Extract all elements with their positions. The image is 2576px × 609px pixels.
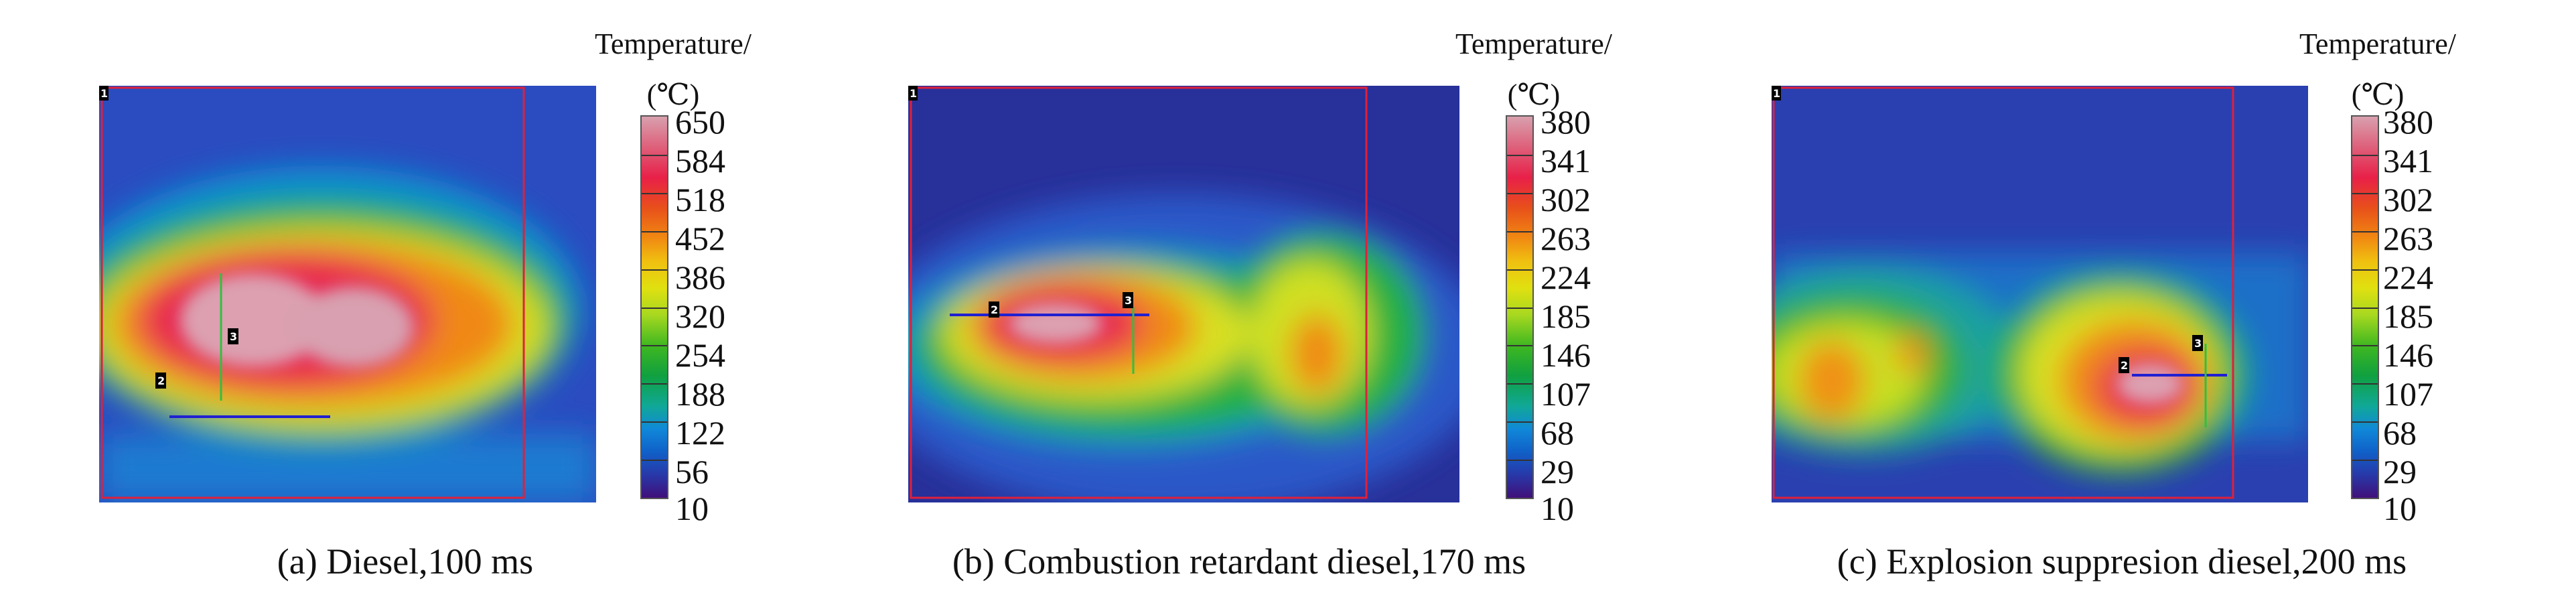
tick: 188 [675, 375, 725, 413]
caption-b: (b) Combustion retardant diesel,170 ms [952, 541, 1526, 582]
tick: 224 [2383, 259, 2433, 297]
marker-2: 2 [157, 375, 165, 387]
colorbar-divider [2352, 192, 2378, 194]
tick: 341 [1541, 142, 1591, 180]
colorbar-title-b: Temperature/ (℃) [1455, 27, 1612, 111]
tick: 263 [2383, 220, 2433, 258]
tick: 320 [675, 297, 725, 336]
tick: 386 [675, 259, 725, 297]
colorbar-b [1506, 115, 1534, 499]
tick: 146 [2383, 336, 2433, 375]
tick: 302 [1541, 181, 1591, 219]
colorbar-divider [1507, 230, 1532, 232]
panel-b: 1 2 3 Temperature/ (℃) 380 341 302 263 2… [908, 27, 1612, 582]
panel-a: 1 2 3 Temperature/ (℃) 650 584 518 452 3… [0, 0, 871, 609]
tick: 10 [1541, 489, 1574, 527]
thermal-image-c: 1 2 3 [1772, 86, 2308, 502]
colorbar-divider [2352, 269, 2378, 271]
tick: 68 [1541, 414, 1574, 452]
marker-1: 1 [100, 87, 108, 100]
tick: 10 [675, 489, 709, 527]
tick: 302 [2383, 181, 2433, 219]
colorbar-divider [2352, 307, 2378, 309]
colorbar-title-c: Temperature/ (℃) [2299, 27, 2456, 111]
thermal-image-a: 1 2 3 [99, 86, 596, 502]
tick: 254 [675, 336, 725, 375]
colorbar-divider [642, 230, 667, 232]
tick: 107 [1541, 375, 1591, 413]
tick: 518 [675, 181, 725, 219]
colorbar-divider [642, 345, 667, 347]
colorbar-divider [2352, 345, 2378, 347]
colorbar-divider [642, 154, 667, 156]
marker-3: 3 [2194, 337, 2202, 350]
tick: 341 [2383, 142, 2433, 180]
thermal-image-b: 1 2 3 [908, 86, 1459, 502]
colorbar-divider [2352, 154, 2378, 156]
colorbar-divider [642, 269, 667, 271]
marker-1: 1 [1773, 87, 1780, 100]
marker-2: 2 [991, 303, 998, 316]
caption-a: (a) Diesel,100 ms [277, 541, 534, 582]
colorbar-divider [2352, 230, 2378, 232]
colorbar-title-a: Temperature/ (℃) [595, 27, 752, 111]
colorbar-c [2351, 115, 2379, 499]
marker-3: 3 [230, 330, 237, 343]
tick: 650 [675, 103, 725, 141]
tick: 185 [1541, 297, 1591, 336]
colorbar-divider [1507, 421, 1532, 423]
colorbar-divider [1507, 154, 1532, 156]
marker-2: 2 [2121, 359, 2128, 372]
tick: 452 [675, 220, 725, 258]
colorbar-divider [1507, 383, 1532, 385]
colorbar-divider [642, 307, 667, 309]
tick: 380 [2383, 103, 2433, 141]
colorbar-divider [642, 192, 667, 194]
tick: 68 [2383, 414, 2417, 452]
colorbar-divider [1507, 307, 1532, 309]
tick: 107 [2383, 375, 2433, 413]
tick: 224 [1541, 259, 1591, 297]
colorbar-divider [1507, 460, 1532, 462]
tick: 146 [1541, 336, 1591, 375]
caption-c: (c) Explosion suppresion diesel,200 ms [1837, 541, 2407, 582]
colorbar-divider [1507, 192, 1532, 194]
colorbar-divider [2352, 460, 2378, 462]
colorbar-divider [1507, 345, 1532, 347]
colorbar-divider [642, 421, 667, 423]
colorbar-divider [642, 383, 667, 385]
colorbar-divider [1507, 269, 1532, 271]
tick: 380 [1541, 103, 1591, 141]
marker-1: 1 [910, 87, 917, 100]
tick: 263 [1541, 220, 1591, 258]
tick: 56 [675, 453, 709, 490]
tick: 122 [675, 414, 725, 452]
tick: 185 [2383, 297, 2433, 336]
colorbar-divider [2352, 421, 2378, 423]
tick: 584 [675, 142, 725, 180]
tick: 29 [1541, 453, 1574, 490]
marker-3: 3 [1125, 294, 1132, 307]
tick: 29 [2383, 453, 2417, 490]
tick: 10 [2383, 489, 2417, 527]
colorbar-divider [642, 460, 667, 462]
colorbar-a [640, 115, 668, 499]
colorbar-divider [2352, 383, 2378, 385]
